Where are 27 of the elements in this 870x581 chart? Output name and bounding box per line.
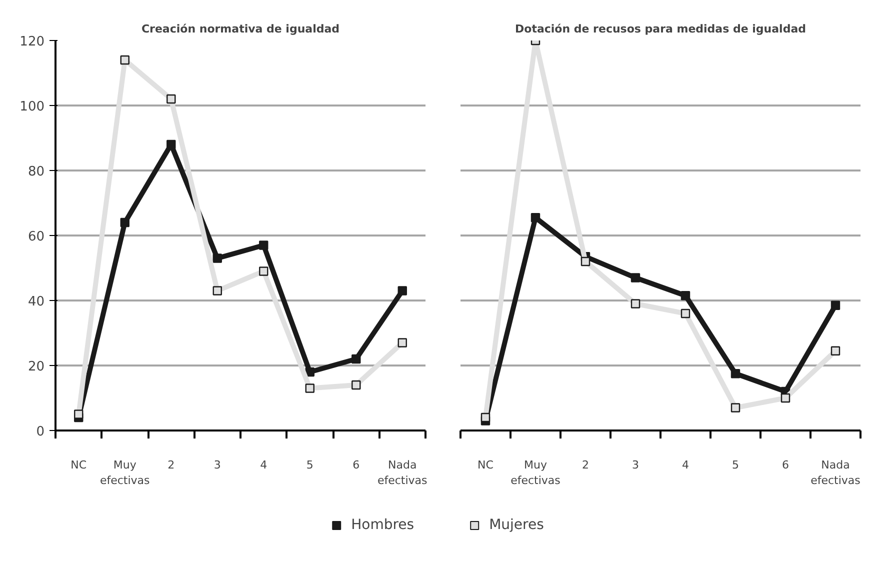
y-tick-label: 120 [20, 34, 45, 50]
y-tick-label: 80 [28, 164, 45, 180]
x-tick-label: 2 [582, 458, 589, 472]
y-tick-label: 100 [20, 100, 45, 114]
y-tick-label: 40 [28, 294, 45, 310]
y-tick-label: 20 [28, 360, 45, 374]
x-tick-label: Nada efectivas [377, 458, 428, 488]
x-tick-label: Muy efectivas [510, 458, 561, 488]
legend-label: Hombres [351, 517, 414, 533]
x-tick-label: 3 [632, 458, 639, 472]
x-tick-label: Nada efectivas [810, 458, 861, 488]
y-tick-label: 60 [28, 230, 45, 244]
x-tick-label: 2 [168, 458, 175, 472]
x-tick-label: 5 [306, 458, 314, 472]
x-tick-label: 6 [352, 458, 360, 472]
x-tick-label: NC [478, 458, 494, 472]
x-tick-label: 3 [214, 458, 221, 472]
chart-title: Creación normativa de igualdad [141, 22, 340, 36]
chart-title: Dotación de recusos para medidas de igualdad [515, 22, 806, 36]
x-tick-label: 4 [682, 458, 689, 472]
x-tick-label: 4 [260, 458, 268, 472]
legend-label: Mujeres [489, 517, 544, 533]
x-tick-label: 5 [732, 458, 739, 472]
x-tick-label: NC [70, 458, 87, 472]
y-tick-label: 0 [36, 424, 45, 440]
x-tick-label: 6 [782, 458, 789, 472]
x-tick-label: Muy efectivas [100, 458, 150, 488]
